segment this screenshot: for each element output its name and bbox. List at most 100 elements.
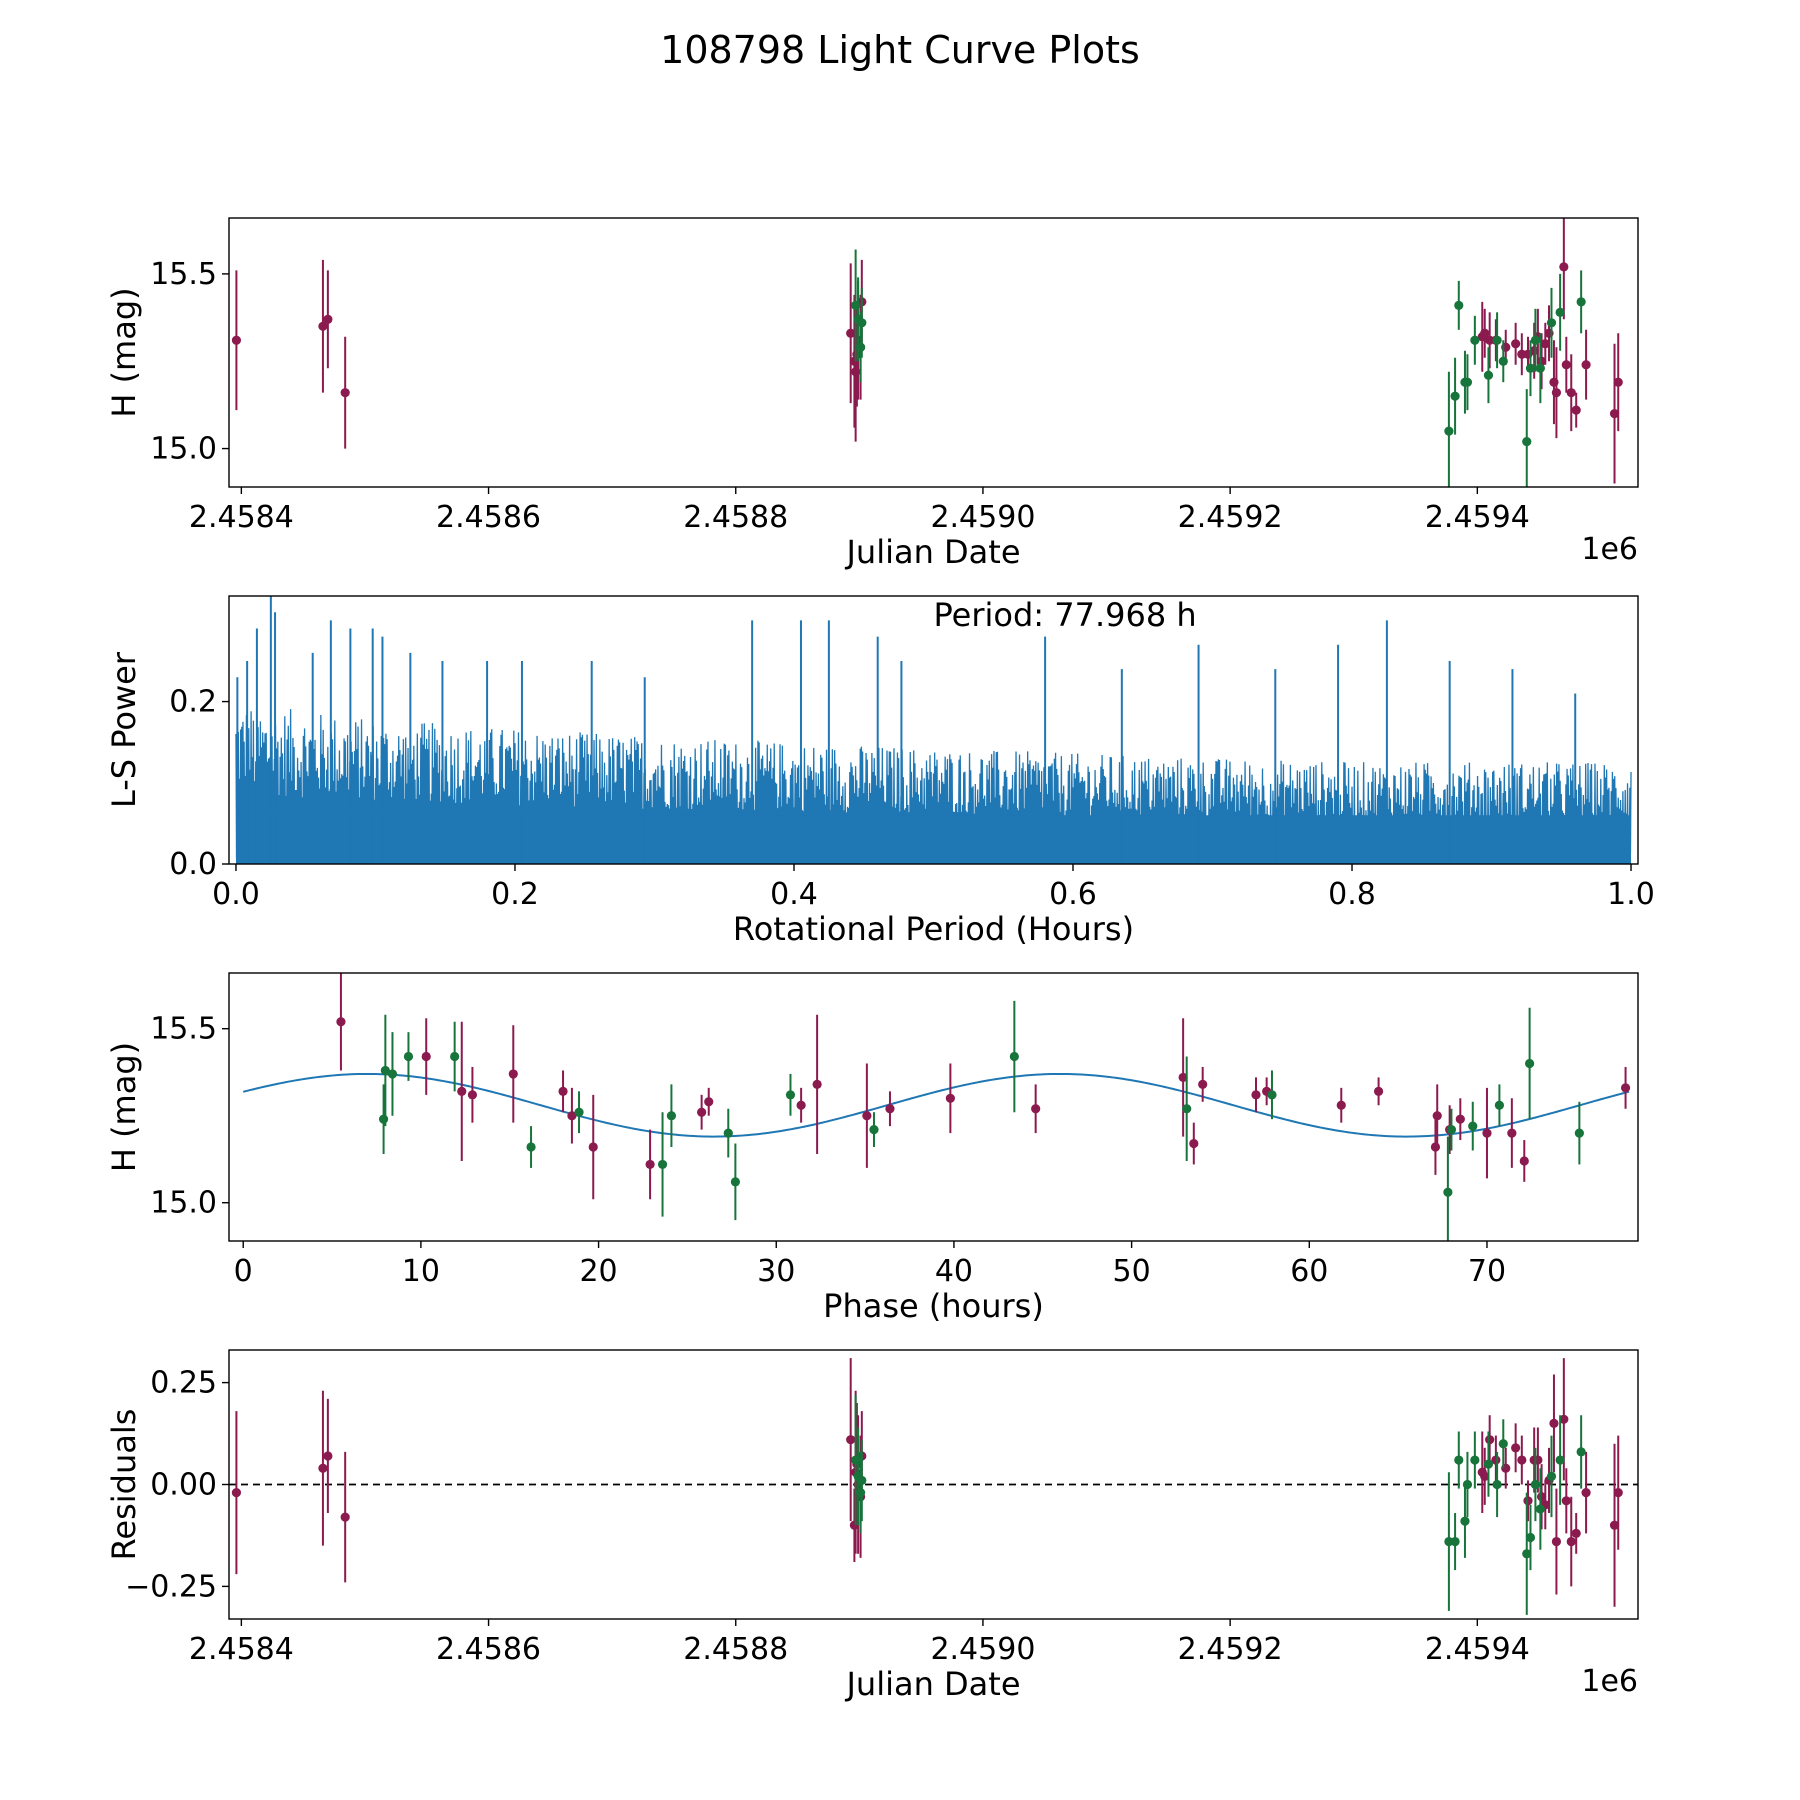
data-point <box>457 1086 467 1096</box>
data-point <box>645 1159 655 1170</box>
data-point <box>1546 318 1557 328</box>
data-point <box>340 1512 350 1522</box>
data-point <box>1559 262 1569 272</box>
plot-area-phased <box>242 973 1631 1241</box>
axis-ticks-lightcurve: 2.4584 2.4586 2.4588 2.4590 2.4592 2.4594 15.0… <box>150 257 1530 535</box>
data-point <box>1609 409 1620 419</box>
data-point <box>1470 335 1480 345</box>
data-point <box>1549 1418 1559 1428</box>
data-point <box>1480 1471 1490 1481</box>
data-point <box>697 1107 707 1117</box>
data-point <box>796 1100 806 1110</box>
x-tick-label: 0.0 <box>212 877 260 912</box>
data-point <box>336 1017 346 1027</box>
x-tick-label: 0.6 <box>1049 877 1097 912</box>
data-point <box>378 1114 389 1124</box>
x-tick-label: 2.4592 <box>1178 1632 1283 1667</box>
data-point <box>1540 339 1550 349</box>
data-point <box>657 1159 668 1170</box>
data-point <box>1551 1536 1562 1547</box>
series-band_b <box>851 1394 1586 1615</box>
data-point <box>1546 1471 1557 1481</box>
figure-title: 108798 Light Curve Plots <box>660 28 1140 72</box>
data-point <box>945 1093 955 1103</box>
x-tick-label: 2.4586 <box>436 500 541 535</box>
data-point <box>1009 1051 1019 1062</box>
data-point <box>862 1111 872 1121</box>
data-point <box>1523 1496 1533 1506</box>
data-point <box>1455 1114 1465 1124</box>
x-tick-label: 0.8 <box>1328 877 1376 912</box>
data-point <box>1511 1443 1521 1453</box>
data-point <box>1450 391 1460 401</box>
data-point <box>855 1488 866 1498</box>
x-tick-label: 2.4584 <box>189 1632 294 1667</box>
data-point <box>1444 426 1454 436</box>
series-band_a <box>231 218 1623 484</box>
data-point <box>1462 1479 1473 1490</box>
data-point <box>1454 300 1464 310</box>
data-point <box>1559 1414 1569 1424</box>
data-point <box>467 1090 478 1100</box>
data-point <box>1522 436 1532 447</box>
data-point <box>1530 335 1541 345</box>
data-point <box>1182 1104 1192 1114</box>
fit-curve <box>242 1072 1630 1138</box>
data-point <box>1494 1100 1505 1110</box>
axis-ticks-periodogram: 0.0 0.2 0.4 0.6 0.8 1.0 0.0 0.2 <box>169 685 1655 912</box>
data-point <box>885 1104 895 1114</box>
data-point <box>1492 1479 1502 1490</box>
data-point <box>1581 360 1591 370</box>
data-point <box>1198 1079 1208 1089</box>
y-tick-label: 0.2 <box>169 685 217 720</box>
data-point <box>567 1111 577 1121</box>
data-point <box>1031 1104 1041 1114</box>
data-point <box>1460 1516 1470 1526</box>
x-tick-label: 2.4592 <box>1178 500 1283 535</box>
y-tick-label: 0.25 <box>150 1366 217 1401</box>
data-point <box>852 349 862 359</box>
data-point <box>1561 1496 1571 1506</box>
data-point <box>1522 1549 1532 1559</box>
y-tick-label: 0.0 <box>169 847 217 882</box>
y-axis-label: H (mag) <box>105 287 143 417</box>
data-point <box>1535 1504 1545 1514</box>
data-point <box>1462 377 1473 387</box>
x-tick-label: 20 <box>579 1254 617 1289</box>
data-point <box>1517 1455 1527 1465</box>
y-tick-label: 15.0 <box>150 432 217 467</box>
data-point <box>723 1128 733 1138</box>
data-point <box>1613 377 1623 387</box>
periodogram-fill <box>235 815 1632 864</box>
x-axis-label: Phase (hours) <box>823 1287 1044 1325</box>
data-point <box>1574 1128 1584 1138</box>
data-point <box>1492 335 1502 345</box>
data-point <box>1609 1520 1620 1530</box>
data-point <box>812 1079 822 1089</box>
data-point <box>1536 356 1547 366</box>
data-point <box>508 1069 518 1079</box>
data-point <box>855 342 866 352</box>
data-point <box>1470 1455 1480 1465</box>
data-point <box>1454 1455 1464 1465</box>
x-axis-label: Julian Date <box>844 533 1020 571</box>
x-offset-label: 1e6 <box>1581 532 1638 567</box>
data-point <box>1450 1536 1460 1547</box>
data-point <box>1446 1125 1457 1135</box>
x-axis-label: Julian Date <box>844 1665 1020 1703</box>
data-point <box>1373 1086 1384 1096</box>
x-tick-label: 0 <box>234 1254 253 1289</box>
data-point <box>1511 339 1521 349</box>
data-point <box>1613 1488 1623 1498</box>
data-point <box>1535 363 1545 373</box>
data-point <box>1555 1455 1565 1465</box>
x-tick-label: 2.4590 <box>930 500 1035 535</box>
data-point <box>1507 1128 1517 1138</box>
data-point <box>1430 1142 1441 1152</box>
plot-area-periodogram <box>235 596 1632 864</box>
x-tick-label: 2.4588 <box>683 500 788 535</box>
data-point <box>666 1111 677 1121</box>
data-point <box>1581 1488 1591 1498</box>
data-point <box>1566 388 1576 398</box>
